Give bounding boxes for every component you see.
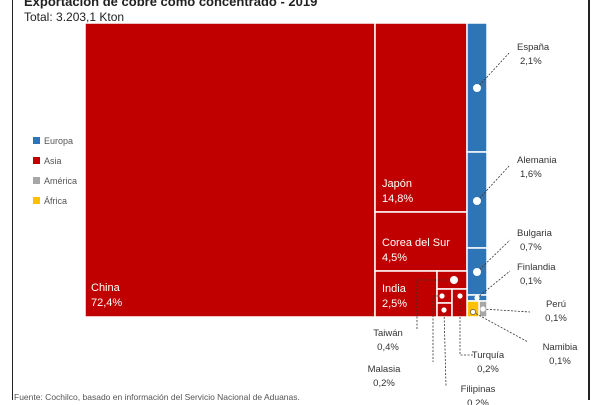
callout-value-finlandia: 0,1% xyxy=(520,276,542,287)
label-corea-del-sur: Corea del Sur xyxy=(382,237,450,249)
leader-line-finlandia xyxy=(476,270,511,299)
callout-label-finlandia: Finlandia xyxy=(517,262,556,273)
callout-value-peru: 0,1% xyxy=(545,313,567,324)
callout-label-turquia: Turquía xyxy=(472,350,505,361)
callout-value-namibia: 0,1% xyxy=(549,356,571,367)
legend-label-america: América xyxy=(44,176,77,186)
legend-swatch-asia xyxy=(33,157,40,164)
callout-value-taiwan: 0,4% xyxy=(377,342,399,353)
callout-label-espana: España xyxy=(517,42,550,53)
leader-line-alemania xyxy=(476,164,511,202)
callout-value-espana: 2,1% xyxy=(520,56,542,67)
callout-label-peru: Perú xyxy=(546,299,566,310)
label-china: China xyxy=(91,282,121,294)
legend-swatch-europa xyxy=(33,137,40,144)
value-japon: 14,8% xyxy=(382,193,413,205)
leader-line-filipinas xyxy=(443,309,447,387)
callout-label-alemania: Alemania xyxy=(517,155,557,166)
marker-alemania xyxy=(473,197,481,205)
legend-label-europa: Europa xyxy=(44,136,73,146)
chart-frame xyxy=(12,0,590,400)
leader-line-peru xyxy=(482,308,531,313)
leader-line-taiwan xyxy=(416,279,454,330)
legend-swatch-africa xyxy=(33,197,40,204)
marker-taiwan xyxy=(450,276,458,284)
marker-turquia xyxy=(457,293,463,299)
callout-value-turquia: 0,2% xyxy=(477,364,499,375)
marker-filipinas xyxy=(441,307,447,313)
value-corea-del-sur: 4,5% xyxy=(382,252,407,264)
marker-bulgaria xyxy=(473,268,481,276)
leader-line-malasia xyxy=(432,295,442,362)
value-china: 72,4% xyxy=(91,297,122,309)
callout-label-malasia: Malasia xyxy=(368,364,401,375)
value-india: 2,5% xyxy=(382,298,407,310)
callout-value-malasia: 0,2% xyxy=(373,378,395,389)
cell-turquia xyxy=(451,288,468,318)
callout-label-namibia: Namibia xyxy=(543,342,579,353)
label-india: India xyxy=(382,283,407,295)
label-japon: Japón xyxy=(382,178,412,190)
leader-line-bulgaria xyxy=(476,239,511,273)
cell-china xyxy=(84,22,376,318)
callout-value-bulgaria: 0,7% xyxy=(520,242,542,253)
source-note: Fuente: Cochilco, basado en información … xyxy=(14,392,300,402)
cell-corea-del-sur xyxy=(374,211,468,272)
leader-line-espana xyxy=(476,51,511,89)
legend-label-africa: África xyxy=(44,196,67,206)
callout-value-alemania: 1,6% xyxy=(520,169,542,180)
marker-namibia xyxy=(470,309,476,315)
marker-espana xyxy=(473,84,481,92)
legend-label-asia: Asia xyxy=(44,156,62,166)
chart-title: Exportación de cobre como concentrado - … xyxy=(24,0,317,9)
callout-label-bulgaria: Bulgaria xyxy=(517,228,553,239)
cell-japon xyxy=(374,22,468,213)
callout-label-taiwan: Taiwán xyxy=(373,328,403,339)
callout-label-filipinas: Filipinas xyxy=(461,384,496,395)
legend-swatch-america xyxy=(33,177,40,184)
marker-finlandia xyxy=(474,295,480,301)
marker-malasia xyxy=(439,293,445,299)
marker-peru xyxy=(480,306,486,312)
chart-subtitle: Total: 3.203,1 Kton xyxy=(24,10,124,24)
callout-value-filipinas: 0,2% xyxy=(467,398,489,405)
